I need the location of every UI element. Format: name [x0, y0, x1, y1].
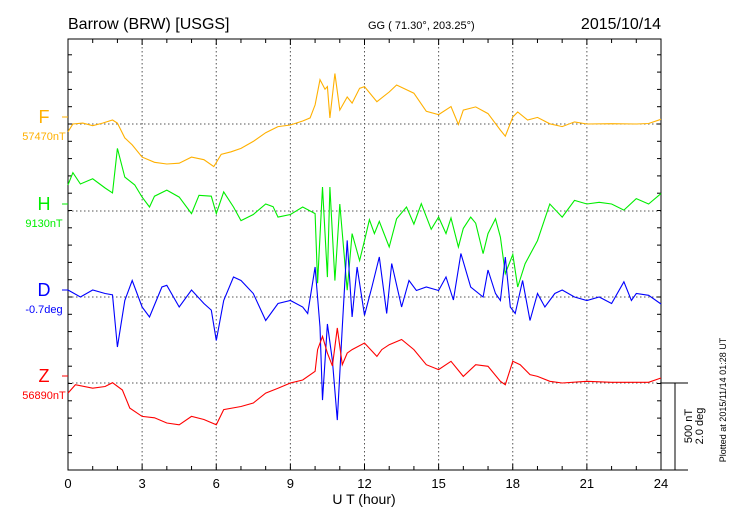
component-label-h: H [38, 194, 51, 214]
chart-subtitle: GG ( 71.30°, 203.25°) [368, 20, 475, 32]
x-tick-label: 3 [139, 476, 146, 491]
x-tick-label: 9 [287, 476, 294, 491]
plot-frame [67, 38, 662, 471]
chart-date: 2015/10/14 [581, 16, 661, 33]
baseline-label-d: -0.7deg [25, 304, 62, 316]
plotted-note: Plotted at 2015/11/14 01:28 UT [718, 337, 728, 462]
baseline-label-z: 56890nT [22, 390, 66, 402]
component-label-f: F [39, 107, 50, 127]
scale-label-nt: 500 nT [683, 409, 695, 444]
x-tick-label: 24 [654, 476, 668, 491]
baseline-label-h: 9130nT [25, 218, 63, 230]
trace-h [67, 148, 662, 291]
x-tick-label: 18 [506, 476, 520, 491]
component-label-d: D [38, 280, 51, 300]
scale-label-deg: 2.0 deg [694, 408, 706, 445]
trace-z [67, 327, 662, 426]
baseline-label-f: 57470nT [22, 131, 66, 143]
x-tick-label: 12 [357, 476, 371, 491]
x-axis-label: U T (hour) [332, 491, 395, 507]
trace-f [67, 73, 662, 168]
trace-d [67, 240, 662, 421]
component-label-z: Z [39, 366, 50, 386]
x-tick-label: 6 [213, 476, 220, 491]
x-tick-label: 0 [64, 476, 71, 491]
x-tick-label: 15 [431, 476, 445, 491]
chart-title: Barrow (BRW) [USGS] [68, 16, 230, 33]
x-tick-label: 21 [580, 476, 594, 491]
